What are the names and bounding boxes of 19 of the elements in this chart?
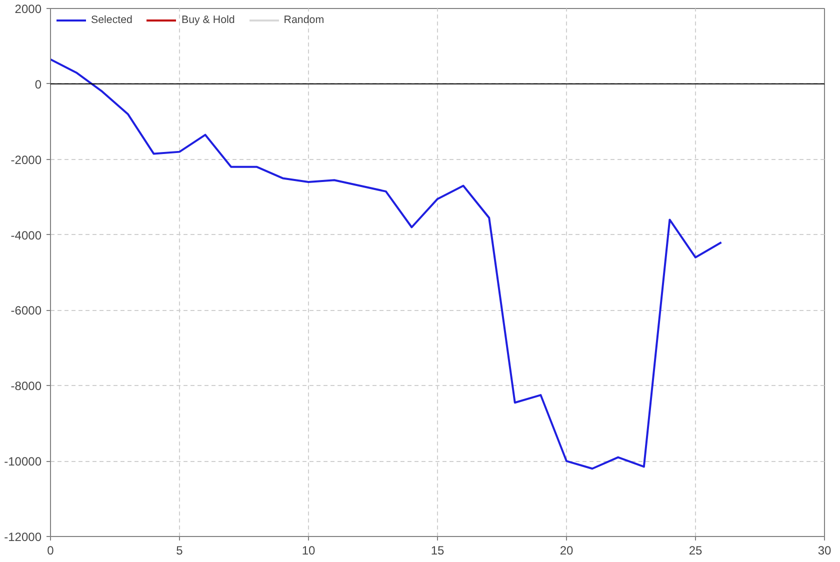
legend-label: Selected [91, 14, 132, 26]
x-tick-label: 20 [560, 544, 574, 558]
legend-label: Buy & Hold [181, 14, 235, 26]
y-tick-label: -4000 [10, 228, 42, 242]
y-tick-label: -12000 [4, 530, 42, 544]
x-tick-label: 30 [818, 544, 832, 558]
x-tick-label: 15 [430, 544, 444, 558]
y-tick-label: 0 [34, 77, 42, 92]
x-tick-label: 25 [688, 544, 702, 558]
x-tick-label: 10 [302, 544, 316, 558]
y-tick-label: -6000 [10, 304, 42, 318]
x-tick-label: 5 [176, 544, 184, 558]
y-tick-label: -10000 [4, 454, 42, 469]
y-tick-label: -2000 [10, 152, 42, 167]
line-series [50, 58, 722, 470]
x-tick-label: 0 [47, 544, 54, 558]
y-tick-label: 2000 [14, 2, 42, 16]
y-tick-label: -8000 [10, 379, 42, 394]
legend-label: Random [284, 14, 324, 26]
